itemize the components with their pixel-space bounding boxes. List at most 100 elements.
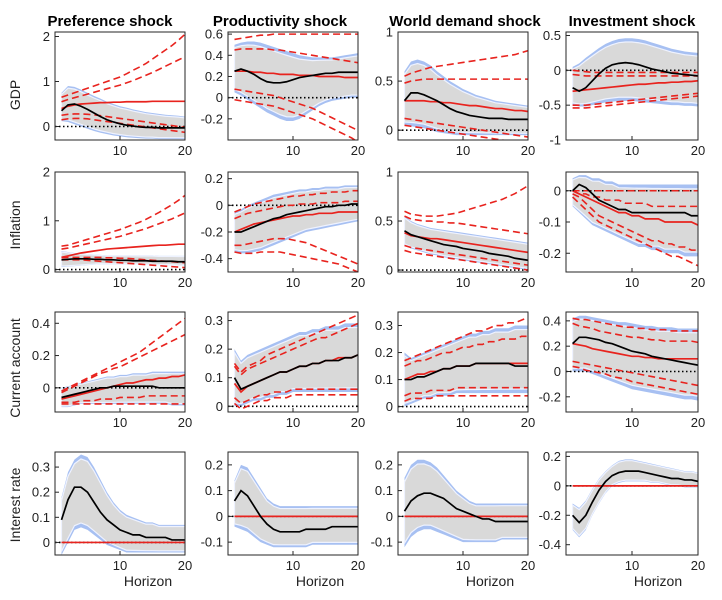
model-band-line-1 [233, 314, 358, 374]
y-tick-label: 0.5 [375, 74, 393, 89]
y-tick-label: 0.2 [32, 348, 50, 363]
x-tick-label: 20 [351, 275, 365, 290]
y-tick-label: 0.2 [205, 69, 223, 84]
model-band-line-2 [572, 190, 698, 208]
y-tick-label: 0 [43, 535, 50, 550]
y-tick-label: 0.2 [375, 457, 393, 472]
x-tick-label: 20 [178, 275, 192, 290]
x-tick-label: 20 [521, 415, 535, 430]
x-tick-label: 10 [625, 558, 639, 573]
y-tick-label: 0.5 [543, 28, 561, 43]
model-band-line-1 [234, 33, 358, 41]
credible-band-inner [233, 44, 358, 118]
x-tick-label: 10 [625, 415, 639, 430]
panel-gdp-world-demand-shock: 10 20 0 0.5 1 [375, 25, 535, 159]
y-tick-label: 0.2 [205, 342, 223, 357]
panel-plot-area-interest-rate-preference-shock [55, 454, 185, 555]
y-tick-label: 0 [554, 183, 561, 198]
panel-plot-area-current-account-investment-shock [566, 315, 698, 401]
y-tick-label: 0.4 [205, 48, 223, 63]
model-band-line-4 [61, 259, 185, 269]
x-tick-label: 10 [113, 143, 127, 158]
x-tick-label: 10 [113, 558, 127, 573]
y-tick-label: 0.2 [543, 339, 561, 354]
y-tick-label: 0 [386, 509, 393, 524]
panel-plot-area-interest-rate-world-demand-shock [398, 459, 528, 548]
x-tick-label: 20 [351, 415, 365, 430]
y-tick-label: 0.2 [543, 449, 561, 464]
model-median-line [404, 99, 528, 113]
x-tick-label: 20 [691, 558, 705, 573]
model-band-line-4 [233, 394, 358, 411]
panel-inflation-productivity-shock: 10 20 -0.4 -0.2 0 0.2 [201, 171, 366, 290]
y-tick-label: 0.2 [375, 345, 393, 360]
y-tick-label: 0.1 [205, 483, 223, 498]
model-median-line [61, 243, 185, 259]
model-band-line-2 [234, 48, 358, 64]
panel-interest-rate-investment-shock: 10 20 -0.4 -0.2 0 0.2 [539, 449, 706, 573]
panel-current-account-investment-shock: 10 20 -0.2 0 0.2 0.4 [539, 311, 705, 430]
model-median-line [572, 79, 698, 93]
posterior-median-line [572, 183, 698, 217]
model-band-line-2 [234, 200, 358, 220]
posterior-median-line [61, 257, 185, 263]
model-band-line-3 [233, 388, 358, 405]
model-band-line-2 [404, 78, 528, 84]
x-tick-label: 10 [286, 558, 300, 573]
xlabel-col-4: Horizon [634, 573, 682, 589]
model-band-line-2 [61, 333, 185, 394]
y-tick-label: 0.6 [205, 27, 223, 42]
y-tick-label: 0 [554, 478, 561, 493]
y-tick-label: -0.1 [201, 535, 223, 550]
row-labels: GDP Inflation Current account Interest r… [7, 80, 23, 543]
posterior-median-line [61, 385, 185, 399]
posterior-median-line [233, 489, 358, 533]
panel-plot-area-gdp-investment-shock [566, 38, 698, 109]
posterior-median-line [60, 486, 185, 541]
x-tick-label: 20 [521, 143, 535, 158]
y-tick-label: 0 [216, 90, 223, 105]
posterior-median-line [403, 92, 528, 121]
column-title-investment: Investment shock [569, 13, 696, 30]
y-tick-label: 1 [386, 165, 393, 180]
model-band-line-3 [404, 117, 528, 138]
model-band-line-2 [233, 322, 358, 377]
model-band-line-2 [404, 215, 528, 235]
credible-band-inner [403, 62, 528, 134]
column-title-world-demand: World demand shock [389, 13, 541, 30]
x-tick-label: 20 [178, 143, 192, 158]
model-band-line-1 [572, 69, 698, 74]
credible-band-inner [60, 458, 185, 552]
y-tick-label: 0.3 [32, 460, 50, 475]
posterior-median-line [234, 68, 358, 84]
x-tick-label: 20 [691, 415, 705, 430]
column-title-productivity: Productivity shock [213, 13, 348, 30]
row-label-gdp: GDP [7, 80, 23, 110]
panel-current-account-preference-shock: 10 20 0 0.2 0.4 [32, 311, 192, 430]
y-tick-label: -0.4 [201, 251, 223, 266]
credible-band-inner [571, 460, 698, 537]
x-tick-label: 20 [178, 415, 192, 430]
x-tick-label: 20 [691, 143, 705, 158]
model-band-line-1 [404, 49, 528, 77]
model-band-line-4 [572, 95, 698, 109]
panel-plot-area-inflation-world-demand-shock [398, 185, 528, 271]
y-tick-label: 0 [216, 399, 223, 414]
y-tick-label: -1 [549, 133, 561, 148]
panel-plot-area-current-account-world-demand-shock [398, 316, 528, 408]
y-tick-label: -0.2 [201, 225, 223, 240]
y-tick-label: 0 [554, 364, 561, 379]
x-tick-label: 20 [691, 275, 705, 290]
column-title-preference: Preference shock [47, 13, 173, 30]
y-tick-label: 0 [216, 509, 223, 524]
model-band-line-3 [572, 193, 698, 251]
panel-plot-area-current-account-productivity-shock [228, 314, 358, 411]
panel-inflation-preference-shock: 10 20 0 1 2 [43, 165, 192, 291]
panel-gdp-investment-shock: 10 20 -1 -0.5 0 0.5 [539, 28, 706, 158]
model-median-line [572, 342, 698, 360]
panel-plot-area-current-account-preference-shock [55, 317, 185, 408]
model-band-line-4 [404, 249, 528, 271]
x-tick-label: 20 [351, 143, 365, 158]
model-band-line-3 [404, 244, 528, 266]
x-tick-label: 10 [113, 275, 127, 290]
